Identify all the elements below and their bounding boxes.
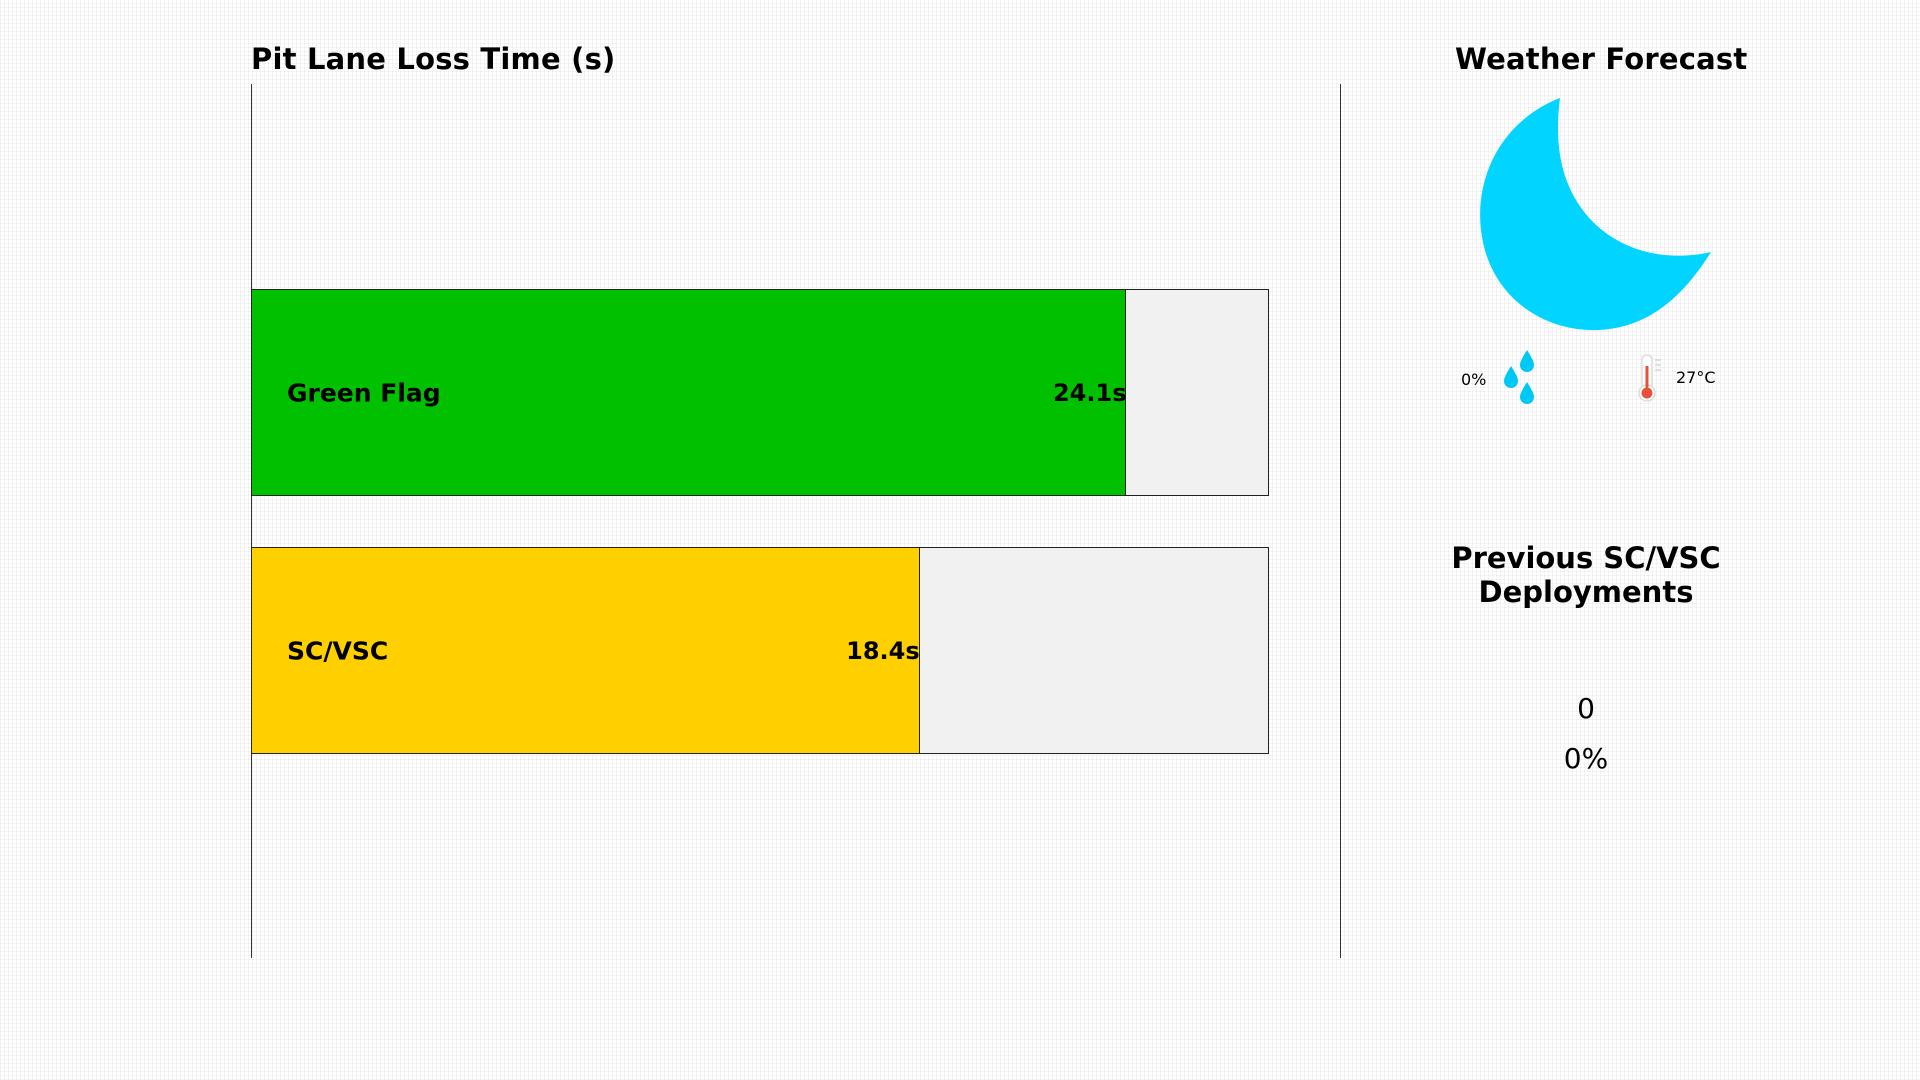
weather-title: Weather Forecast	[1455, 42, 1748, 76]
sc-vsc-bar-label: SC/VSC	[287, 636, 389, 665]
raindrop-icon	[1504, 350, 1534, 404]
rain-chance-value: 0%	[1461, 370, 1487, 389]
panel-divider	[1340, 84, 1341, 958]
moon-icon	[1480, 98, 1711, 331]
sc-vsc-bar: SC/VSC 18.4s	[252, 548, 920, 753]
sc-vsc-bar-track: SC/VSC 18.4s	[251, 547, 1269, 754]
pit-lane-axis-line	[251, 84, 252, 958]
sc-vsc-title-line1: Previous SC/VSC	[1451, 541, 1721, 575]
thermometer-icon	[1638, 354, 1661, 402]
sc-vsc-deployments-title: Previous SC/VSC Deployments	[1436, 541, 1736, 609]
sc-vsc-count: 0	[1577, 692, 1595, 725]
sc-vsc-percentage: 0%	[1563, 742, 1609, 775]
green-flag-bar: Green Flag 24.1s	[252, 290, 1127, 495]
temperature-value: 27°C	[1676, 368, 1716, 387]
green-flag-bar-label: Green Flag	[287, 378, 441, 407]
sc-vsc-title-line2: Deployments	[1478, 575, 1694, 609]
green-flag-bar-value: 24.1s	[1052, 378, 1127, 407]
moon-shape	[1480, 98, 1711, 331]
green-flag-bar-track: Green Flag 24.1s	[251, 289, 1269, 496]
sc-vsc-bar-value: 18.4s	[846, 636, 920, 665]
pit-lane-title: Pit Lane Loss Time (s)	[251, 42, 616, 76]
